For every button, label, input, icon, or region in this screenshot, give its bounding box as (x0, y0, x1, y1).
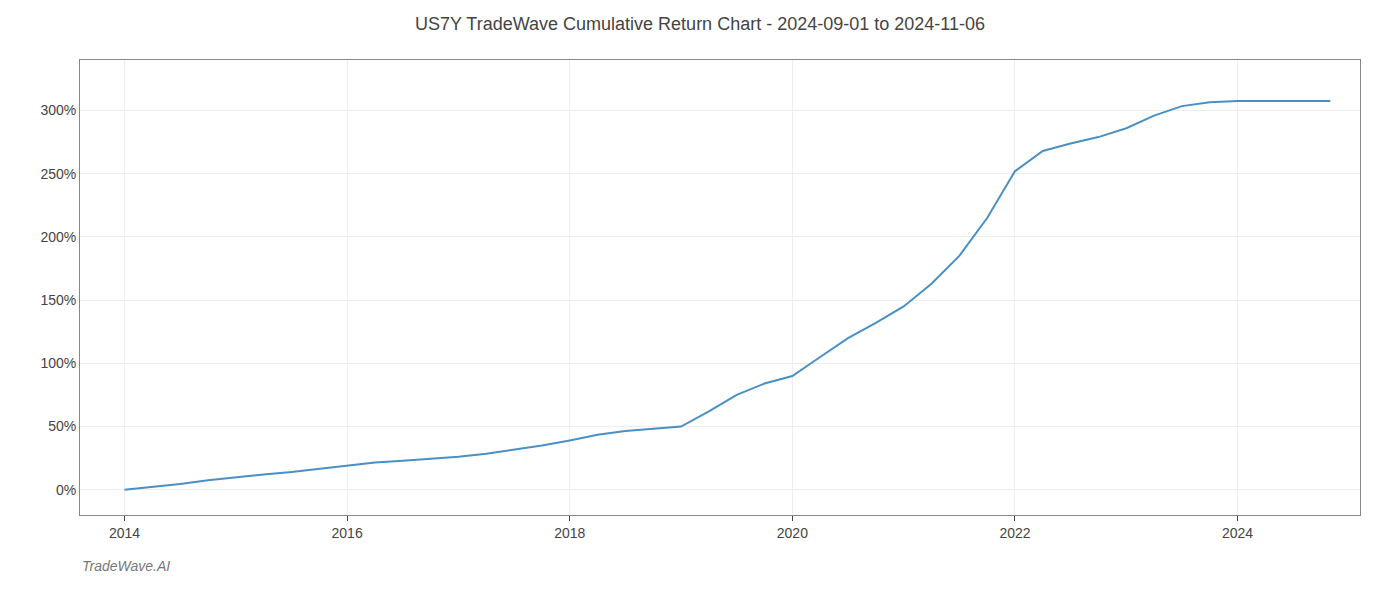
svg-text:2016: 2016 (332, 525, 363, 541)
svg-text:2020: 2020 (777, 525, 808, 541)
svg-text:50%: 50% (48, 418, 76, 434)
svg-text:150%: 150% (40, 292, 76, 308)
svg-text:2022: 2022 (999, 525, 1030, 541)
svg-text:US7Y TradeWave Cumulative Retu: US7Y TradeWave Cumulative Return Chart -… (415, 14, 985, 34)
svg-text:2018: 2018 (554, 525, 585, 541)
svg-text:TradeWave.AI: TradeWave.AI (82, 558, 170, 574)
svg-text:300%: 300% (40, 102, 76, 118)
svg-text:0%: 0% (56, 482, 76, 498)
svg-text:2014: 2014 (109, 525, 140, 541)
svg-text:250%: 250% (40, 166, 76, 182)
svg-text:100%: 100% (40, 355, 76, 371)
svg-text:2024: 2024 (1222, 525, 1253, 541)
svg-text:200%: 200% (40, 229, 76, 245)
